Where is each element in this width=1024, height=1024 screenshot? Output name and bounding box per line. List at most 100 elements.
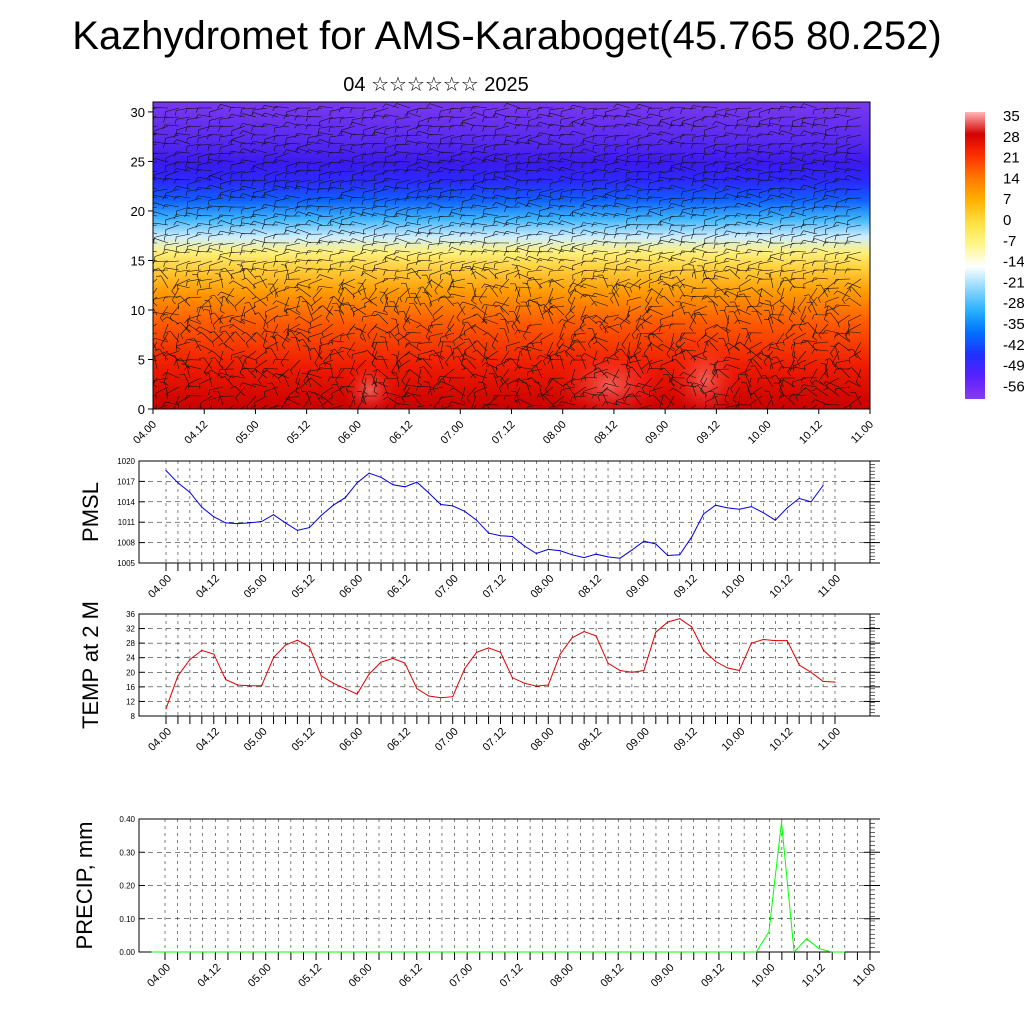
wind-barb-feather bbox=[404, 384, 408, 390]
wind-barb bbox=[377, 368, 389, 379]
wind-barb-feather bbox=[803, 294, 809, 297]
wind-barb bbox=[693, 134, 708, 138]
wind-barb-feather bbox=[323, 361, 327, 366]
wind-barb-feather bbox=[824, 219, 826, 225]
wind-barb-feather bbox=[525, 221, 529, 227]
wind-barb bbox=[642, 305, 653, 317]
wind-barb bbox=[213, 331, 224, 343]
wind-barb-feather bbox=[549, 304, 555, 308]
wind-barb-feather bbox=[558, 401, 562, 406]
wind-barb bbox=[463, 353, 477, 361]
wind-barb bbox=[231, 151, 246, 154]
data-point bbox=[272, 514, 275, 516]
wind-barb bbox=[254, 395, 268, 403]
wind-barb-feather bbox=[812, 207, 815, 213]
wind-barb-feather bbox=[703, 296, 708, 300]
wind-barb-feather bbox=[802, 322, 808, 325]
wind-barb-feather bbox=[184, 212, 188, 218]
wind-barb bbox=[352, 258, 367, 262]
wind-barb-feather bbox=[427, 162, 430, 168]
wind-barb bbox=[220, 256, 235, 262]
wind-barb-feather bbox=[691, 208, 694, 214]
wind-barb bbox=[374, 107, 389, 113]
data-point bbox=[356, 693, 358, 695]
wind-barb bbox=[482, 382, 488, 397]
data-point bbox=[416, 688, 418, 690]
wind-barb-feather bbox=[802, 164, 804, 170]
wind-barb bbox=[748, 125, 763, 128]
wind-barb-feather bbox=[261, 112, 265, 118]
wind-barb-feather bbox=[735, 144, 738, 149]
wind-barb-feather bbox=[481, 283, 485, 289]
wind-barb-feather bbox=[439, 228, 441, 234]
wind-barb bbox=[847, 331, 862, 334]
wind-barb bbox=[163, 323, 169, 338]
wind-barb bbox=[330, 268, 345, 271]
wind-barb-feather bbox=[577, 416, 579, 420]
wind-barb-feather bbox=[826, 384, 828, 390]
wind-barb bbox=[398, 333, 411, 343]
wind-barb-feather bbox=[241, 245, 243, 252]
data-point bbox=[547, 548, 549, 551]
wind-barb-feather bbox=[338, 386, 342, 392]
wind-barb-feather bbox=[162, 204, 166, 209]
wind-barb bbox=[649, 260, 664, 266]
wind-barb bbox=[528, 139, 543, 145]
wind-barb-feather bbox=[448, 242, 452, 248]
wind-barb-feather bbox=[283, 114, 287, 120]
wind-barb bbox=[308, 332, 323, 338]
wind-barb bbox=[836, 161, 851, 164]
wind-barb-feather bbox=[503, 251, 507, 256]
wind-barb bbox=[291, 330, 301, 343]
wind-barb bbox=[605, 224, 620, 229]
wind-barb-feather bbox=[745, 332, 749, 338]
wind-barb-feather bbox=[745, 157, 750, 162]
wind-barb-feather bbox=[416, 324, 421, 328]
wind-barb bbox=[447, 314, 455, 328]
wind-barb-feather bbox=[470, 373, 474, 379]
wind-barb-feather bbox=[404, 230, 408, 235]
wind-barb bbox=[572, 395, 587, 398]
wind-barb bbox=[493, 373, 499, 388]
wind-barb-feather bbox=[536, 194, 540, 200]
wind-barb-feather bbox=[646, 368, 650, 374]
wind-barb-feather bbox=[581, 261, 584, 266]
wind-barb bbox=[407, 168, 422, 172]
wind-barb-feather bbox=[560, 389, 562, 395]
wind-barb bbox=[385, 103, 400, 109]
wind-barb bbox=[616, 143, 631, 147]
wind-barb bbox=[552, 279, 565, 289]
wind-barb bbox=[592, 328, 598, 343]
wind-barb-feather bbox=[514, 306, 518, 311]
wind-barb bbox=[399, 287, 411, 298]
wind-barb-feather bbox=[469, 417, 472, 421]
wind-barb-feather bbox=[724, 153, 727, 159]
y-tick-label: 1020 bbox=[117, 457, 135, 466]
wind-barb bbox=[453, 332, 466, 342]
wind-barb bbox=[154, 350, 169, 357]
wind-barb-feather bbox=[162, 401, 166, 407]
wind-barb bbox=[360, 328, 367, 343]
wind-barb bbox=[418, 158, 433, 163]
wind-barb bbox=[550, 404, 565, 408]
wind-barb bbox=[583, 391, 598, 397]
wind-barb bbox=[198, 305, 213, 308]
wind-barb bbox=[385, 206, 400, 211]
wind-barb-feather bbox=[569, 121, 573, 126]
wind-barb-feather bbox=[462, 321, 468, 324]
wind-barb bbox=[501, 350, 510, 363]
wind-barb-feather bbox=[517, 364, 522, 368]
wind-barb-feather bbox=[558, 344, 563, 349]
wind-barb-feather bbox=[515, 180, 518, 186]
wind-barb bbox=[660, 359, 675, 366]
data-point bbox=[691, 536, 693, 538]
wind-barb bbox=[264, 204, 279, 208]
wind-barb-feather bbox=[305, 169, 309, 175]
wind-barb-feather bbox=[548, 135, 551, 141]
wind-barb-feather bbox=[415, 131, 419, 136]
wind-barb bbox=[407, 196, 422, 199]
wind-barb bbox=[286, 242, 301, 247]
wind-barb bbox=[153, 341, 158, 350]
data-point bbox=[260, 520, 263, 523]
wind-barb bbox=[770, 341, 785, 346]
